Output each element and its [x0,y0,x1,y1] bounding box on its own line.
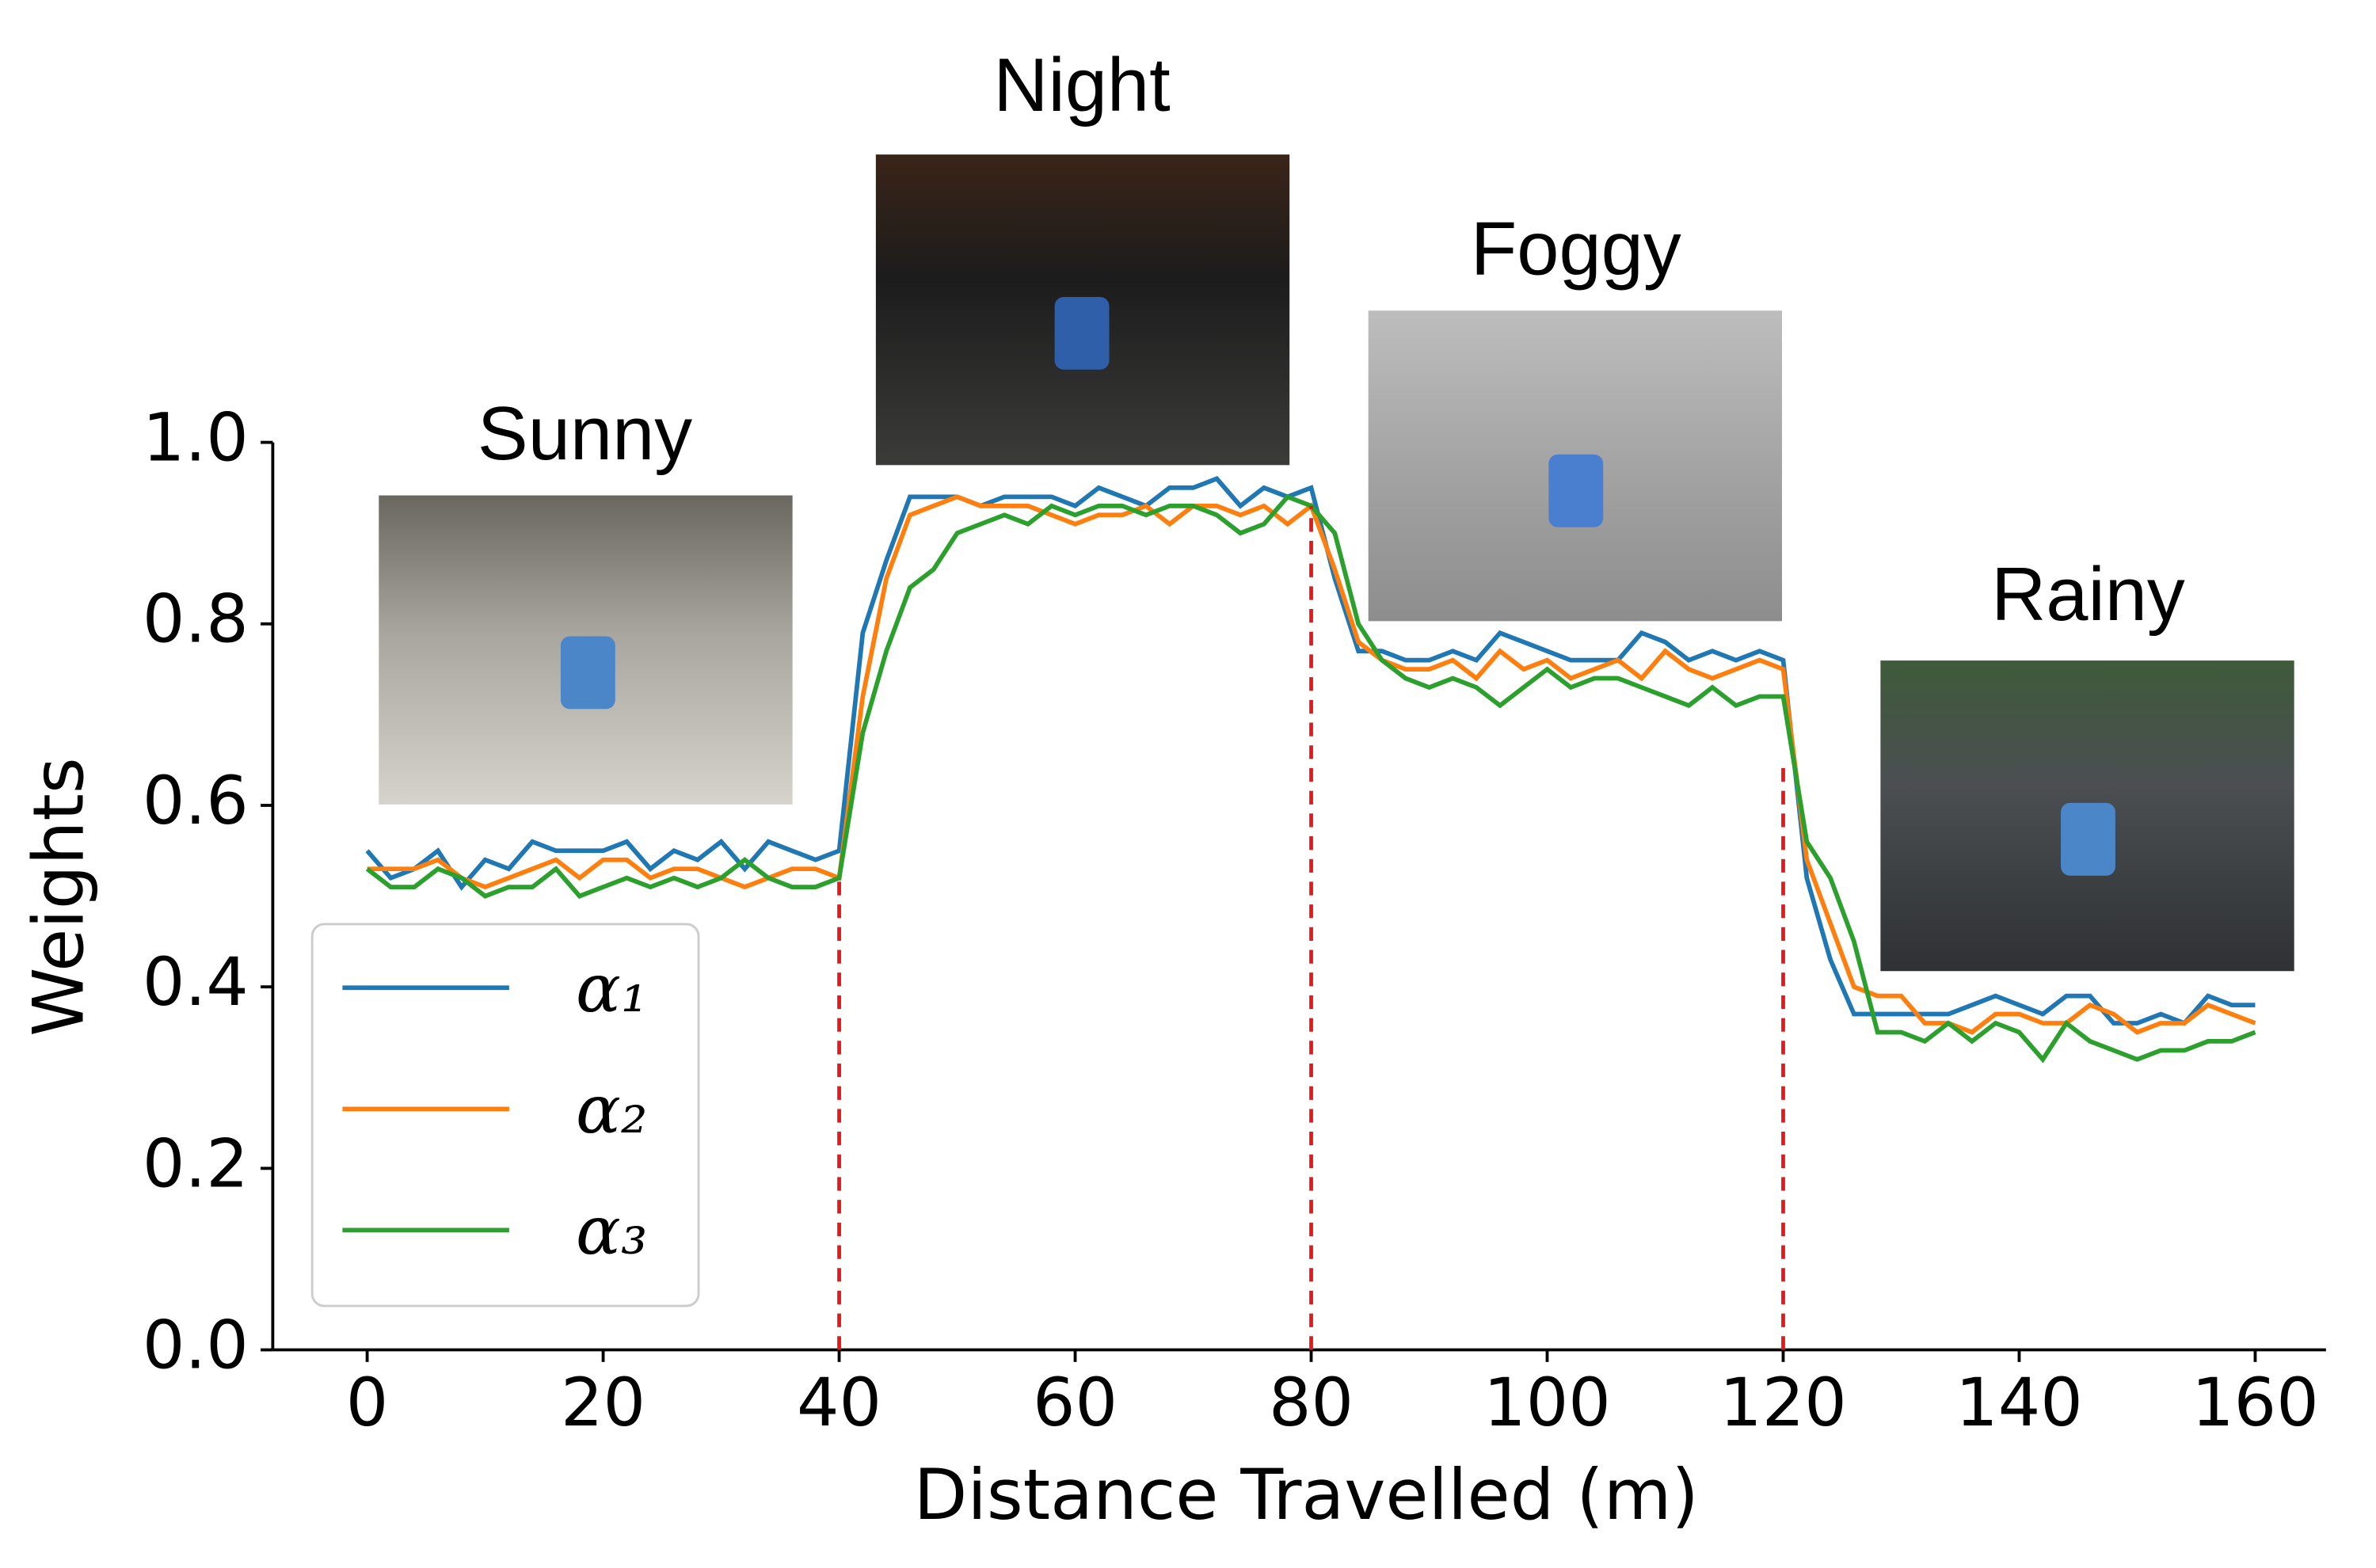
x-tick-label: 40 [797,1364,881,1441]
x-tick-label: 60 [1033,1364,1118,1441]
y-tick-label: 0.4 [143,943,249,1021]
photos [379,154,2294,972]
car-icon [1054,296,1110,370]
car-icon [2061,802,2115,876]
series-line [365,476,2256,1026]
legend: α₁ α₂ α₃ [310,923,700,1307]
x-tick-label: 120 [1719,1364,1847,1441]
x-tick-label: 0 [346,1364,389,1441]
y-tick-label: 0.2 [143,1125,249,1202]
y-tick-label: 0.0 [143,1306,249,1383]
y-tick-label: 0.8 [143,580,249,658]
x-tick-label: 80 [1269,1364,1354,1441]
annotation: Foggy [1471,207,1681,291]
x-tick-label: 20 [561,1364,645,1441]
annotation: Sunny [478,391,692,476]
x-tick-label: 100 [1483,1364,1611,1441]
annotation: Night [993,43,1170,127]
legend-box [310,923,700,1307]
car-icon [560,636,615,710]
x-axis-label: Distance Travelled (m) [914,1454,1699,1536]
y-axis-label: Weights [17,757,99,1036]
legend-label: α₃ [576,1192,648,1269]
legend-label: α₁ [576,950,648,1027]
legend-label: α₂ [576,1071,648,1148]
x-tick-label: 160 [2191,1364,2319,1441]
x-tick-label: 140 [1955,1364,2083,1441]
car-icon [1548,454,1604,527]
y-tick-label: 1.0 [143,399,249,477]
y-tick-label: 0.6 [143,762,249,839]
annotation: Rainy [1991,552,2185,637]
